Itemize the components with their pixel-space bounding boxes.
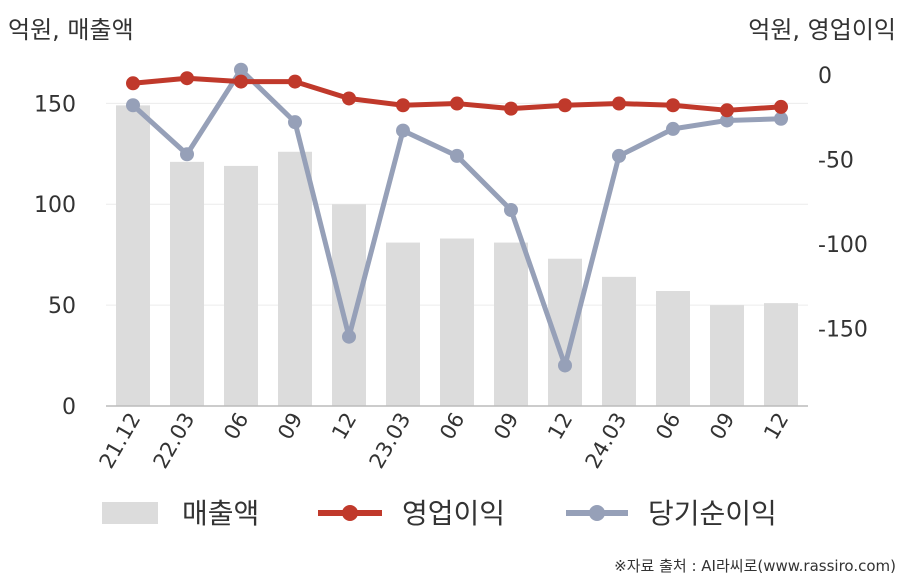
legend-swatch-marker	[342, 505, 358, 521]
bar	[656, 290, 690, 406]
data-point	[504, 203, 518, 217]
line-series-net-income	[126, 62, 788, 373]
x-tick-label: 12	[759, 409, 793, 444]
bar	[332, 204, 366, 406]
x-tick-label: 09	[273, 409, 307, 444]
data-point	[396, 98, 410, 113]
data-point	[234, 74, 248, 89]
x-tick-label: 22.03	[148, 409, 199, 473]
bar	[224, 165, 258, 406]
data-point	[612, 148, 626, 163]
data-point	[774, 99, 788, 114]
data-point	[180, 71, 194, 86]
x-tick-label: 21.12	[94, 409, 145, 473]
data-point	[450, 148, 464, 163]
x-tick-label: 06	[435, 409, 469, 444]
left-tick-label: 0	[62, 395, 76, 420]
bar	[440, 238, 474, 406]
bar	[278, 151, 312, 406]
bar	[170, 161, 204, 406]
right-axis-title: 억원, 영업이익	[748, 16, 896, 44]
data-point	[126, 76, 140, 91]
data-point	[396, 123, 410, 138]
left-axis-ticks: 0 50 100 150	[34, 92, 76, 420]
data-point	[126, 98, 140, 113]
data-point	[558, 98, 572, 113]
data-point	[612, 96, 626, 111]
x-tick-label: 24.03	[580, 409, 631, 473]
data-point	[720, 113, 734, 128]
legend-swatch-bar	[102, 502, 158, 524]
legend: 매출액 영업이익 당기순이익	[102, 497, 777, 530]
bar	[386, 242, 420, 406]
data-point	[342, 329, 356, 344]
data-point	[774, 111, 788, 126]
legend-label: 당기순이익	[648, 497, 777, 530]
bar	[710, 305, 744, 406]
bar	[116, 105, 150, 406]
data-point	[720, 103, 734, 118]
legend-label: 매출액	[182, 497, 259, 530]
data-point	[666, 121, 680, 136]
right-tick-label: -50	[818, 148, 854, 173]
data-point	[558, 358, 572, 373]
legend-label: 영업이익	[402, 497, 505, 530]
data-point	[450, 96, 464, 111]
right-tick-label: -150	[818, 317, 868, 342]
x-tick-label: 12	[543, 409, 577, 444]
x-tick-label: 06	[651, 409, 685, 444]
left-tick-label: 100	[34, 193, 76, 218]
right-tick-label: 0	[818, 64, 832, 89]
data-point	[234, 62, 248, 77]
legend-swatch-marker	[589, 505, 605, 521]
data-point	[180, 147, 194, 162]
x-tick-label: 09	[705, 409, 739, 444]
data-point	[666, 98, 680, 113]
right-tick-label: -100	[818, 233, 868, 258]
x-tick-label: 12	[327, 409, 361, 444]
x-tick-label: 09	[489, 409, 523, 444]
data-point	[288, 115, 302, 130]
bar	[764, 303, 798, 406]
data-point	[504, 101, 518, 116]
data-point	[342, 91, 356, 106]
left-tick-label: 150	[34, 92, 76, 117]
x-tick-label: 06	[219, 409, 253, 444]
x-tick-label: 23.03	[364, 409, 415, 473]
right-axis-ticks: 0 -50 -100 -150	[818, 64, 868, 342]
left-axis-title: 억원, 매출액	[8, 16, 134, 44]
left-tick-label: 50	[48, 294, 76, 319]
bar	[602, 276, 636, 406]
bar-series-revenue	[116, 105, 798, 406]
line-series-operating-profit	[126, 71, 788, 118]
source-note: ※자료 출처 : AI라씨로(www.rassiro.com)	[614, 557, 896, 575]
data-point	[288, 74, 302, 89]
x-axis-labels: 21.12 22.03 06 09 12 23.03 06 09 12 24.03 06 09 12	[94, 409, 793, 473]
bar	[494, 242, 528, 406]
